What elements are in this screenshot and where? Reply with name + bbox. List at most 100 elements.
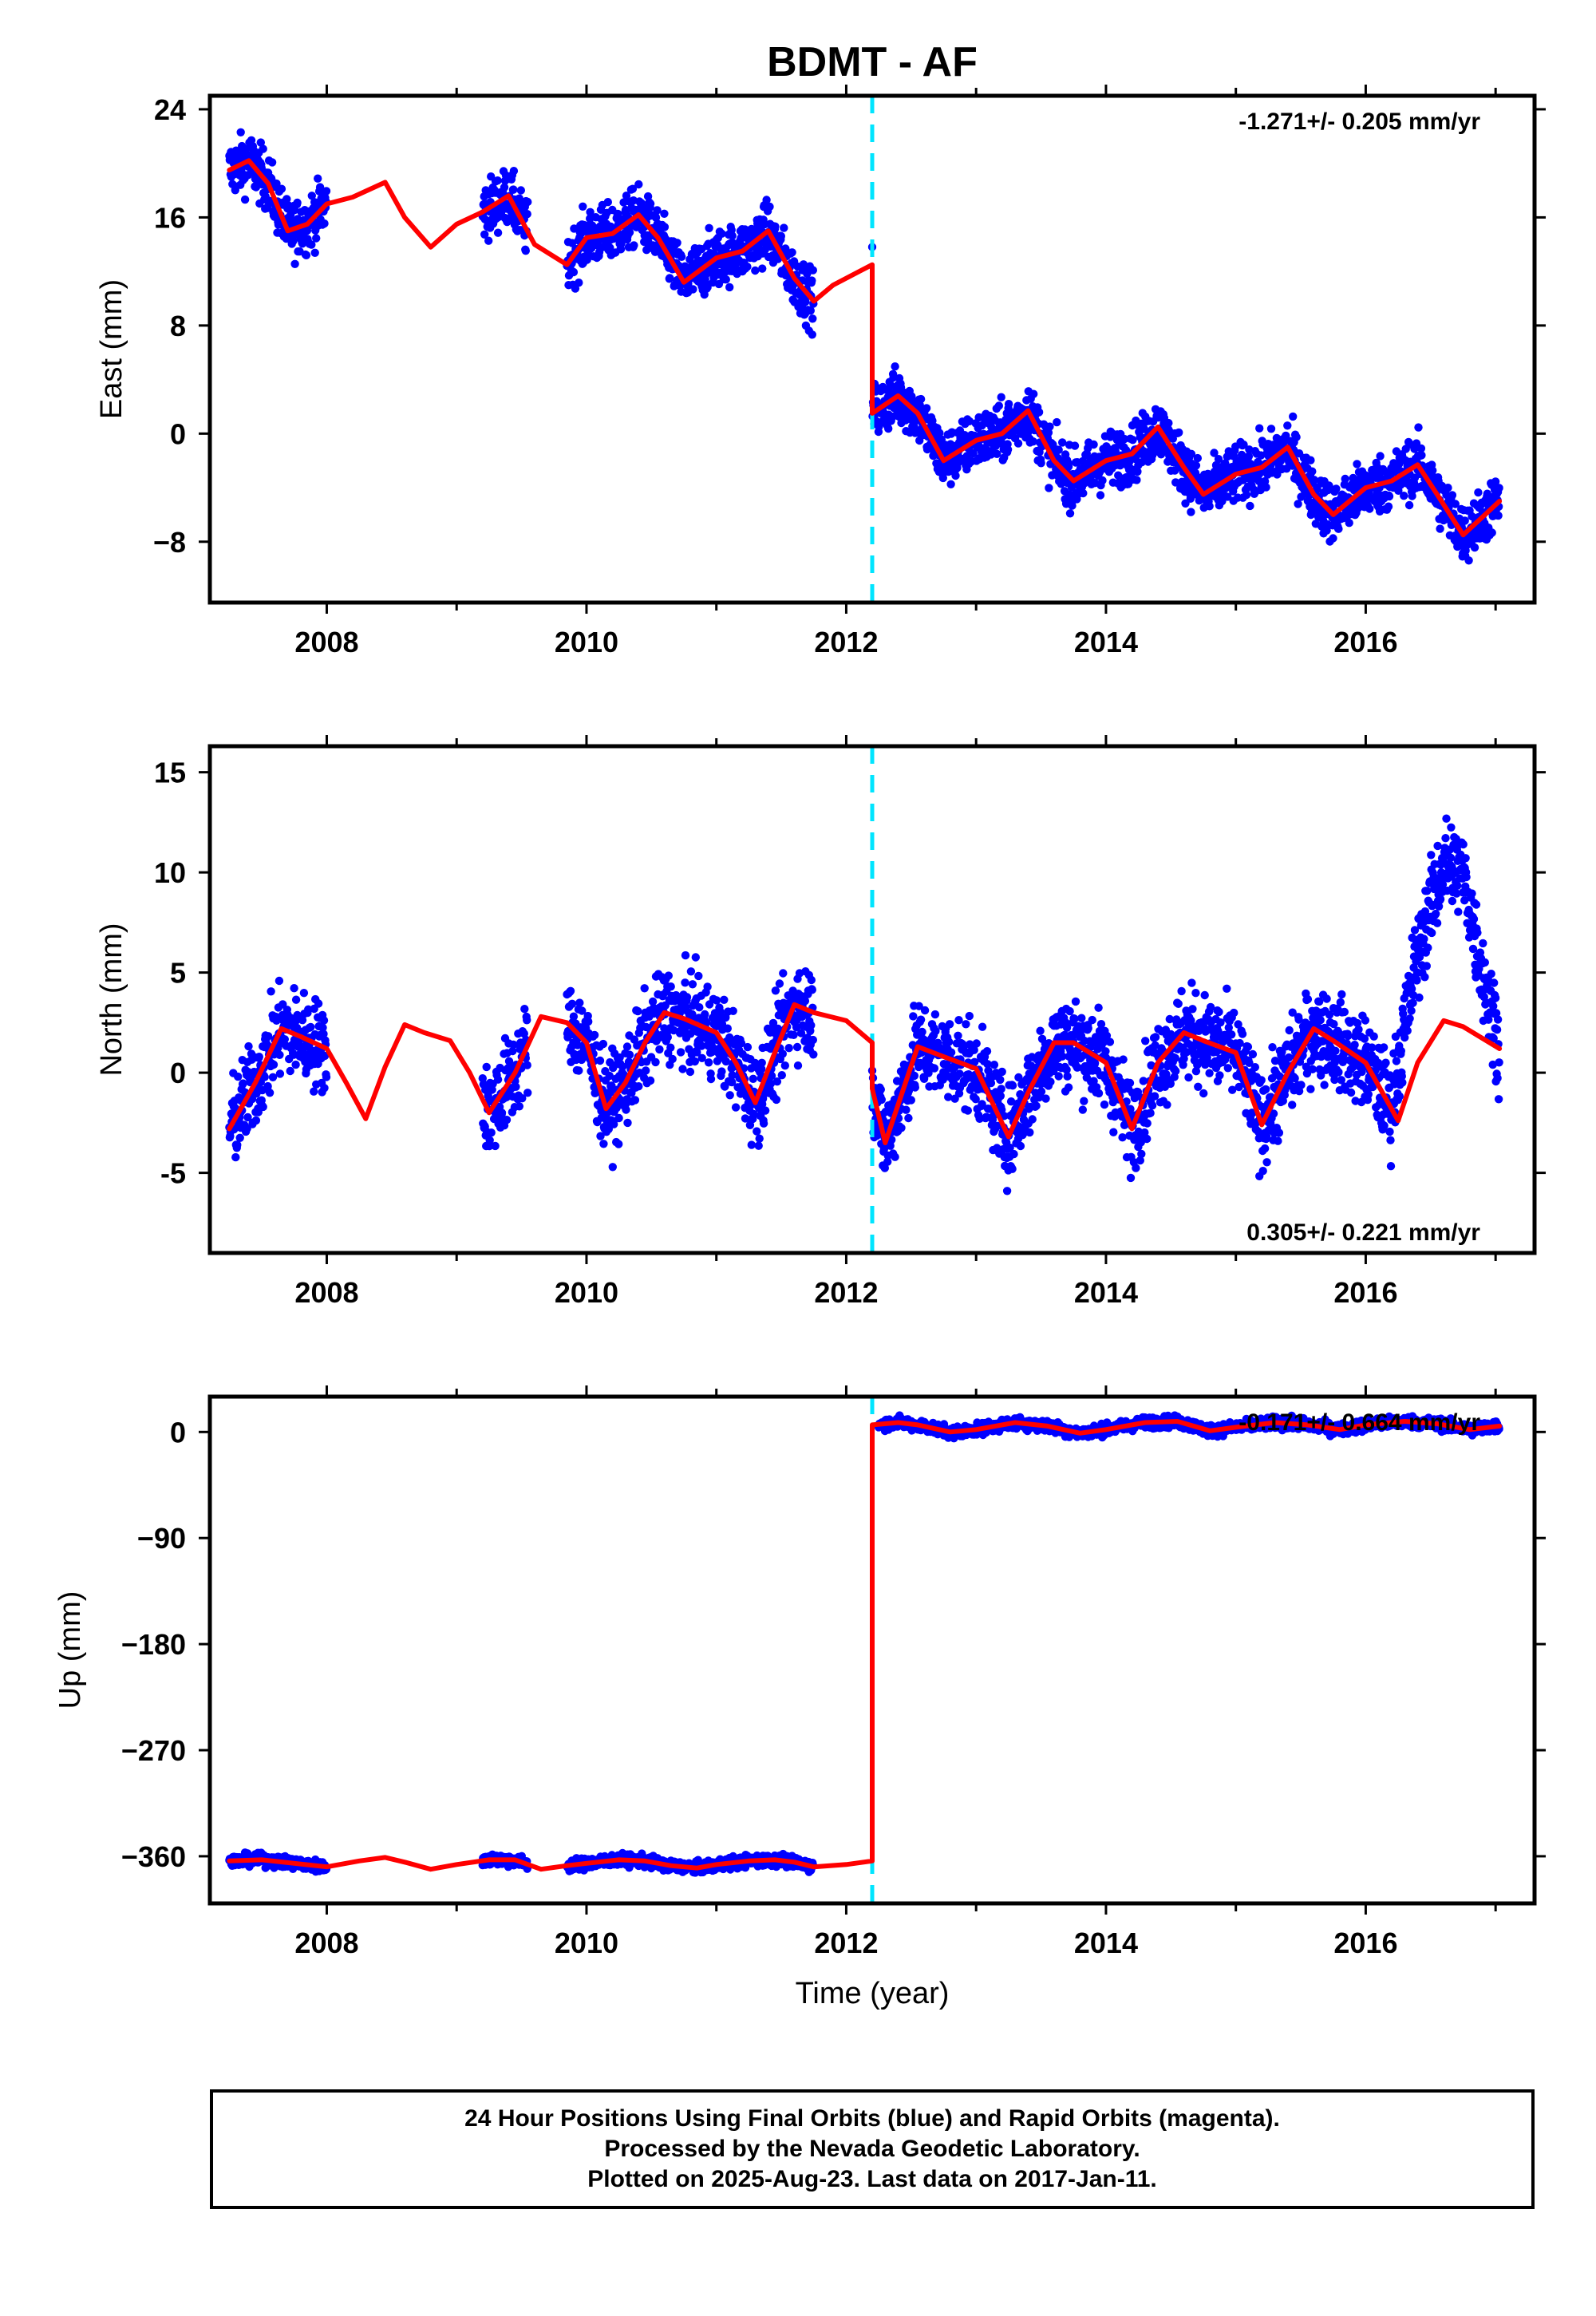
data-point <box>603 198 612 207</box>
data-point <box>1408 998 1417 1007</box>
data-point <box>681 978 689 987</box>
data-point <box>1070 1014 1079 1023</box>
data-point <box>1308 1065 1317 1074</box>
data-point <box>1062 1065 1071 1074</box>
data-point <box>1400 492 1408 500</box>
data-point <box>567 999 577 1009</box>
data-point <box>1210 449 1219 457</box>
data-point <box>1292 433 1301 441</box>
data-point <box>1257 451 1266 460</box>
data-point <box>599 1140 608 1148</box>
data-point <box>945 1020 954 1029</box>
data-point <box>310 248 319 257</box>
data-point <box>915 1002 923 1010</box>
data-point <box>916 394 926 404</box>
data-point <box>263 1032 273 1041</box>
data-point <box>1137 1149 1146 1159</box>
data-point <box>236 128 245 136</box>
data-point <box>1235 1038 1244 1048</box>
data-point <box>930 1010 940 1019</box>
data-point <box>1179 1061 1187 1069</box>
data-point <box>612 1104 621 1113</box>
data-point <box>1417 451 1426 460</box>
data-point <box>1448 491 1457 500</box>
data-point <box>1255 424 1264 433</box>
data-point <box>1177 986 1186 996</box>
data-point <box>1470 543 1479 552</box>
data-point <box>720 995 729 1005</box>
data-point <box>275 1050 284 1060</box>
data-point <box>997 393 1005 401</box>
data-point <box>523 210 531 219</box>
data-point <box>1165 1014 1175 1024</box>
data-point <box>487 1128 496 1137</box>
data-point <box>1078 1105 1088 1114</box>
data-point <box>1369 1032 1378 1041</box>
data-point <box>1239 441 1248 449</box>
data-point <box>1245 1058 1254 1068</box>
data-point <box>808 276 816 285</box>
data-point <box>788 248 796 257</box>
data-point <box>1322 526 1331 535</box>
data-point <box>1346 1088 1356 1097</box>
data-point <box>704 1058 713 1067</box>
data-point <box>1054 1072 1063 1081</box>
data-point <box>677 252 686 261</box>
data-point <box>1297 1081 1306 1089</box>
data-point <box>259 144 267 153</box>
east-model-line <box>227 158 1503 538</box>
data-point <box>1071 997 1080 1006</box>
data-point <box>1046 1077 1055 1086</box>
data-point <box>634 180 643 189</box>
data-point <box>997 1085 1005 1093</box>
data-point <box>776 231 785 241</box>
data-point <box>716 1007 725 1017</box>
data-point <box>758 264 767 273</box>
data-point <box>970 1057 979 1067</box>
data-point <box>290 259 299 268</box>
data-point <box>887 381 895 390</box>
data-point <box>778 1049 787 1058</box>
data-point <box>1310 476 1319 484</box>
data-point <box>320 219 329 228</box>
data-point <box>1407 1006 1416 1015</box>
data-point <box>1079 488 1088 498</box>
data-point <box>1009 1149 1018 1159</box>
data-point <box>1096 491 1105 500</box>
data-point <box>484 236 493 245</box>
data-point <box>307 192 316 200</box>
data-point <box>509 1040 518 1049</box>
east-rate-label: -1.271+/- 0.205 mm/yr <box>1238 109 1480 135</box>
data-point <box>1386 1162 1396 1171</box>
data-point <box>1132 1164 1140 1172</box>
data-point <box>319 1016 329 1025</box>
data-point <box>1308 467 1317 476</box>
data-point <box>705 223 713 232</box>
data-point <box>771 222 780 231</box>
data-point <box>1184 1073 1193 1082</box>
data-point <box>1306 1085 1315 1093</box>
data-point <box>586 207 595 216</box>
data-point <box>272 179 281 188</box>
data-point <box>256 138 265 147</box>
data-point <box>566 986 575 996</box>
data-point <box>1238 476 1248 484</box>
data-point <box>965 417 974 425</box>
data-point <box>784 1044 793 1053</box>
data-point <box>1444 484 1452 492</box>
data-point <box>1337 990 1346 999</box>
data-point <box>290 984 298 993</box>
data-point <box>930 1064 939 1073</box>
data-point <box>731 1103 741 1112</box>
data-point <box>807 975 816 985</box>
data-point <box>265 1089 275 1097</box>
data-point <box>1262 1158 1271 1167</box>
data-point <box>666 274 674 283</box>
data-point <box>255 1053 263 1061</box>
data-point <box>1090 1059 1100 1068</box>
data-point <box>578 1006 587 1015</box>
data-point <box>1187 449 1196 458</box>
data-point <box>1058 1052 1067 1061</box>
y-tick-label: 8 <box>170 310 186 342</box>
data-point <box>1248 1049 1258 1059</box>
